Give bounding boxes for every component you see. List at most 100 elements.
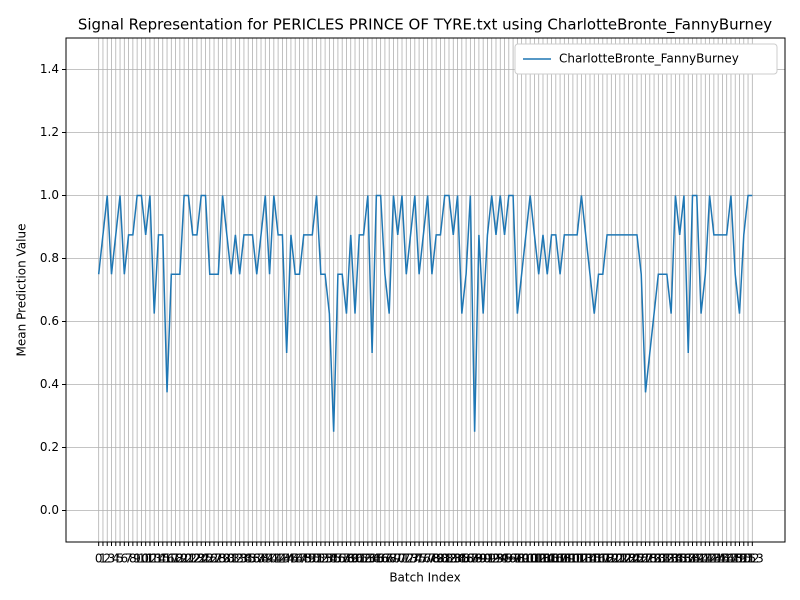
x-tick-label: 6 xyxy=(120,552,128,566)
x-tick-label: 44 xyxy=(279,552,294,566)
x-tick-label: 48 xyxy=(296,552,311,566)
x-tick-label: 88 xyxy=(467,552,482,566)
x-tick-label: 51 xyxy=(309,552,324,566)
x-tick-label: 124 xyxy=(617,552,640,566)
x-tick-label: 76 xyxy=(416,552,431,566)
x-tick-label: 12 xyxy=(142,552,157,566)
x-tick-label: 84 xyxy=(450,552,465,566)
y-axis-label: Mean Prediction Value xyxy=(15,224,29,357)
x-tick-label: 149 xyxy=(724,552,747,566)
x-tick-label: 77 xyxy=(420,552,435,566)
x-tick-label: 3 xyxy=(108,552,116,566)
x-tick-label: 70 xyxy=(390,552,405,566)
x-tick-label: 75 xyxy=(411,552,426,566)
y-tick-label: 0.2 xyxy=(40,440,59,454)
x-tick-label: 16 xyxy=(159,552,174,566)
x-tick-label: 15 xyxy=(155,552,170,566)
y-tick-label: 0.8 xyxy=(40,251,59,265)
y-tick-label: 1.0 xyxy=(40,188,59,202)
x-tick-label: 7 xyxy=(125,552,133,566)
x-tick-label: 8 xyxy=(129,552,137,566)
x-tick-label: 118 xyxy=(591,552,614,566)
x-tick-label: 40 xyxy=(262,552,277,566)
x-tick-label: 141 xyxy=(690,552,713,566)
x-tick-label: 60 xyxy=(347,552,362,566)
x-tick-label: 39 xyxy=(258,552,273,566)
x-tick-label: 120 xyxy=(600,552,623,566)
x-tick-label: 106 xyxy=(540,552,563,566)
x-tick-label: 36 xyxy=(245,552,260,566)
x-tick-label: 46 xyxy=(288,552,303,566)
x-tick-label: 27 xyxy=(206,552,221,566)
x-tick-label: 114 xyxy=(574,552,597,566)
x-tick-label: 34 xyxy=(236,552,251,566)
x-tick-label: 35 xyxy=(241,552,256,566)
x-tick-label: 11 xyxy=(138,552,153,566)
x-tick-label: 137 xyxy=(673,552,696,566)
x-tick-label: 95 xyxy=(497,552,512,566)
x-tick-label: 66 xyxy=(373,552,388,566)
x-tick-label: 117 xyxy=(587,552,610,566)
x-tick-label: 143 xyxy=(698,552,721,566)
x-tick-label: 121 xyxy=(604,552,627,566)
legend-box xyxy=(514,43,778,75)
x-tick-label: 116 xyxy=(583,552,606,566)
x-tick-label: 104 xyxy=(532,552,555,566)
x-axis-label: Batch Index xyxy=(389,571,460,585)
x-tick-label: 111 xyxy=(561,552,584,566)
x-tick-label: 135 xyxy=(664,552,687,566)
x-tick-label: 140 xyxy=(685,552,708,566)
y-tick-label: 0.0 xyxy=(40,503,59,517)
x-tick-label: 134 xyxy=(660,552,683,566)
x-tick-label: 148 xyxy=(720,552,743,566)
x-tick-label: 126 xyxy=(626,552,649,566)
x-tick-label: 71 xyxy=(394,552,409,566)
x-tick-label: 19 xyxy=(172,552,187,566)
x-tick-label: 18 xyxy=(168,552,183,566)
x-tick-label: 52 xyxy=(313,552,328,566)
x-tick-label: 63 xyxy=(360,552,375,566)
x-tick-label: 64 xyxy=(364,552,379,566)
x-tick-label: 98 xyxy=(510,552,525,566)
x-tick-label: 47 xyxy=(292,552,307,566)
x-tick-label: 54 xyxy=(322,552,337,566)
x-tick-label: 30 xyxy=(219,552,234,566)
x-tick-label: 80 xyxy=(433,552,448,566)
x-tick-label: 125 xyxy=(621,552,644,566)
x-tick-label: 32 xyxy=(228,552,243,566)
x-tick-label: 57 xyxy=(335,552,350,566)
x-tick-label: 139 xyxy=(681,552,704,566)
x-tick-label: 133 xyxy=(655,552,678,566)
x-tick-label: 127 xyxy=(630,552,653,566)
x-tick-label: 4 xyxy=(112,552,120,566)
x-tick-label: 58 xyxy=(339,552,354,566)
x-tick-label: 86 xyxy=(458,552,473,566)
x-tick-label: 13 xyxy=(147,552,162,566)
x-tick-label: 37 xyxy=(249,552,264,566)
x-tick-label: 69 xyxy=(386,552,401,566)
x-tick-label: 20 xyxy=(176,552,191,566)
x-tick-label: 17 xyxy=(164,552,179,566)
x-tick-label: 82 xyxy=(441,552,456,566)
x-tick-label: 96 xyxy=(501,552,516,566)
x-tick-label: 85 xyxy=(454,552,469,566)
x-tick-label: 108 xyxy=(549,552,572,566)
x-tick-label: 153 xyxy=(741,552,764,566)
x-tick-label: 90 xyxy=(476,552,491,566)
x-tick-label: 123 xyxy=(613,552,636,566)
x-tick-label: 129 xyxy=(638,552,661,566)
x-tick-label: 45 xyxy=(283,552,298,566)
x-tick-label: 122 xyxy=(608,552,631,566)
x-tick-label: 26 xyxy=(202,552,217,566)
plot-frame xyxy=(65,37,786,543)
x-tick-label: 56 xyxy=(330,552,345,566)
x-tick-label: 87 xyxy=(463,552,478,566)
x-tick-label: 91 xyxy=(480,552,495,566)
x-tick-label: 132 xyxy=(651,552,674,566)
y-tick-label: 0.6 xyxy=(40,314,59,328)
x-tick-label: 97 xyxy=(505,552,520,566)
x-tick-label: 145 xyxy=(707,552,730,566)
x-tick-label: 65 xyxy=(369,552,384,566)
x-tick-label: 33 xyxy=(232,552,247,566)
